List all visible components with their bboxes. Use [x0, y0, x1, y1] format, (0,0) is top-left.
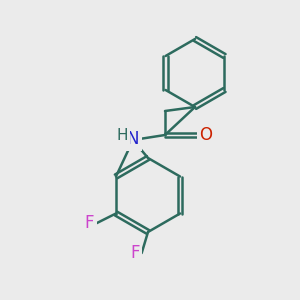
- Text: N: N: [127, 130, 139, 148]
- Text: O: O: [200, 126, 212, 144]
- Text: H: H: [116, 128, 128, 143]
- Text: F: F: [130, 244, 140, 262]
- Text: F: F: [85, 214, 94, 232]
